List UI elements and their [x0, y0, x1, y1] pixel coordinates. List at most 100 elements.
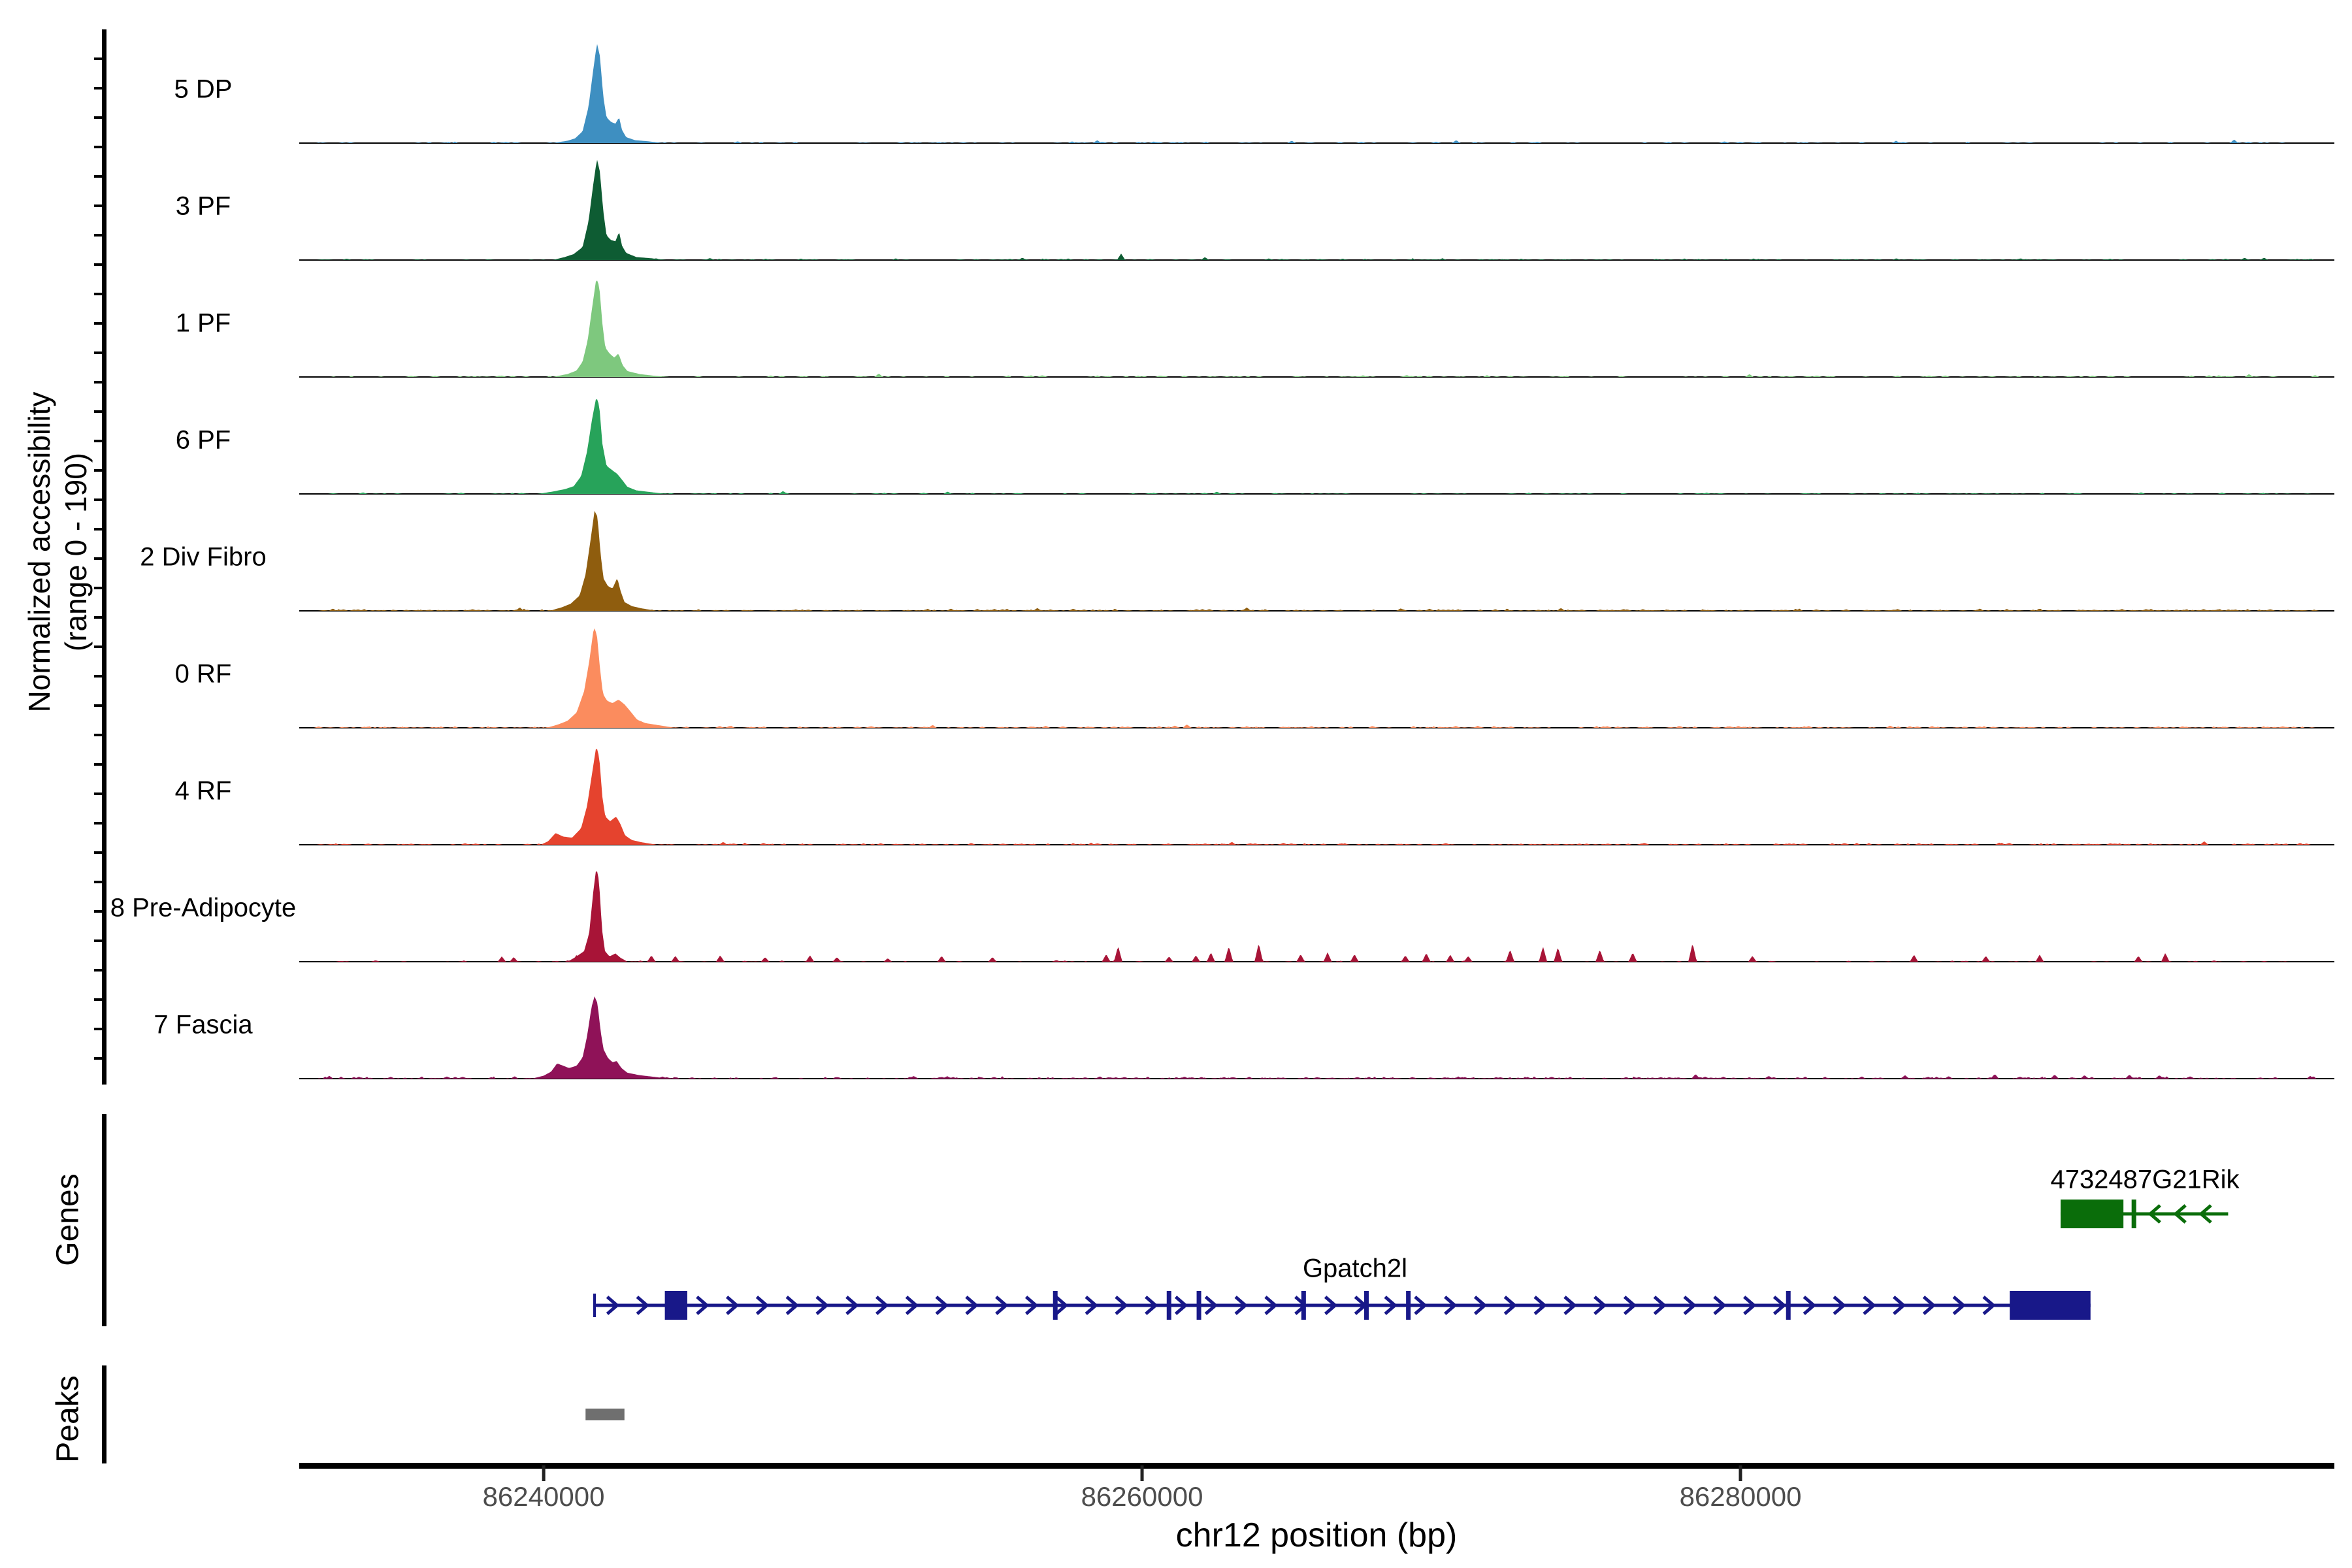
y-axis-tick [94, 234, 105, 237]
y-axis-tick [94, 1057, 105, 1060]
track-label-6-pf: 6 PF [175, 425, 231, 455]
y-axis-tick [94, 528, 105, 531]
y-axis-tick [94, 116, 105, 119]
genes-section-label: Genes [50, 1173, 86, 1266]
y-axis-line [102, 29, 106, 1085]
x-axis-title: chr12 position (bp) [1175, 1516, 1458, 1554]
gene-strand-chevron [1384, 1296, 1397, 1315]
x-axis-tick [542, 1465, 546, 1481]
gene-strand-chevron [1085, 1296, 1099, 1315]
gene-strand-chevron [845, 1296, 859, 1315]
gene-strand-chevron [905, 1296, 919, 1315]
track-signal-3 [299, 399, 2334, 494]
gene-exon-thin [1301, 1291, 1306, 1320]
track-signal-8 [299, 996, 2334, 1079]
track-label-5-dp: 5 DP [174, 74, 233, 104]
y-axis-tick [94, 734, 105, 736]
gene-strand-chevron [1444, 1296, 1458, 1315]
gene-exon-thick [2060, 1200, 2124, 1228]
x-axis-line [299, 1463, 2334, 1469]
y-axis-tick [94, 263, 105, 266]
y-axis-tick [94, 322, 105, 325]
y-axis-tick [94, 557, 105, 560]
y-axis-tick [94, 87, 105, 90]
y-axis-tick [94, 910, 105, 913]
track-label-0-rf: 0 RF [174, 659, 232, 689]
y-axis-tick [94, 792, 105, 795]
gene-strand-chevron [1324, 1296, 1338, 1315]
y-axis-label-line1: Normalized accessibility [22, 391, 56, 713]
peaks-section-label: Peaks [50, 1375, 86, 1463]
gene-exon-thin [1196, 1291, 1201, 1320]
gene-strand-chevron [2198, 1204, 2212, 1224]
gene-strand-chevron [2148, 1204, 2161, 1224]
y-axis-tick [94, 881, 105, 883]
x-axis-tick [1739, 1465, 1742, 1481]
gene-label-4732487g21rik: 4732487G21Rik [2050, 1165, 2240, 1194]
y-axis-tick [94, 57, 105, 60]
y-axis-tick [94, 645, 105, 648]
y-axis-tick [94, 293, 105, 295]
gene-exon-thin [2131, 1200, 2136, 1228]
gene-strand-chevron [726, 1296, 740, 1315]
track-signal-1 [299, 159, 2334, 260]
y-axis-tick [94, 469, 105, 472]
gene-strand-chevron [1174, 1296, 1188, 1315]
y-axis-tick [94, 498, 105, 501]
y-axis-tick [94, 851, 105, 854]
gene-strand-chevron [1503, 1296, 1518, 1315]
genes-bracket-line [102, 1114, 106, 1326]
gene-strand-chevron [785, 1296, 800, 1315]
y-axis-tick [94, 616, 105, 619]
gene-strand-chevron [1803, 1296, 1817, 1315]
y-axis-tick [94, 204, 105, 207]
gene-exon-thick [2010, 1291, 2091, 1320]
y-axis-tick [94, 587, 105, 589]
gene-strand-chevron [1533, 1296, 1547, 1315]
gene-strand-chevron [1115, 1296, 1128, 1315]
y-axis-tick [94, 175, 105, 178]
gene-strand-chevron [1893, 1296, 1906, 1315]
gene-strand-chevron [1713, 1296, 1727, 1315]
gene-strand-chevron [1414, 1296, 1428, 1315]
y-axis-tick [94, 381, 105, 384]
y-axis-tick [94, 1028, 105, 1030]
gene-strand-chevron [1473, 1296, 1488, 1315]
gene-strand-chevron [636, 1296, 650, 1315]
track-label-2-div-fibro: 2 Div Fibro [140, 542, 267, 572]
track-label-4-rf: 4 RF [174, 776, 232, 806]
gene-strand-chevron [1833, 1296, 1846, 1315]
track-signal-6 [299, 749, 2334, 845]
y-axis-label-line2: (range 0 - 190) [59, 452, 93, 652]
gene-line [2060, 1212, 2229, 1216]
gene-strand-chevron [1982, 1296, 1996, 1315]
track-signal-0 [299, 44, 2334, 143]
x-axis-tick [1140, 1465, 1144, 1481]
gene-label-gpatch2l: Gpatch2l [1302, 1254, 1408, 1283]
y-axis-tick [94, 410, 105, 413]
y-axis-tick [94, 704, 105, 707]
gene-strand-chevron [1863, 1296, 1876, 1315]
peak-region [585, 1409, 625, 1420]
track-signal-7 [299, 871, 2334, 962]
track-signal-5 [299, 628, 2334, 728]
gene-strand-chevron [965, 1296, 979, 1315]
track-label-1-pf: 1 PF [175, 308, 231, 338]
y-axis-tick [94, 440, 105, 442]
gene-strand-chevron [875, 1296, 889, 1315]
gene-strand-chevron [1623, 1296, 1637, 1315]
gene-strand-chevron [1653, 1296, 1667, 1315]
y-axis-tick [94, 998, 105, 1001]
track-signal-2 [299, 280, 2334, 377]
gene-strand-chevron [1145, 1296, 1158, 1315]
gene-strand-chevron [1683, 1296, 1697, 1315]
track-label-3-pf: 3 PF [175, 191, 231, 221]
gene-strand-chevron [1593, 1296, 1607, 1315]
gene-exon-thin [1364, 1291, 1369, 1320]
gene-strand-chevron [696, 1296, 710, 1315]
gene-strand-chevron [1024, 1296, 1039, 1315]
gene-strand-chevron [995, 1296, 1009, 1315]
y-axis-tick [94, 351, 105, 354]
y-axis-tick [94, 146, 105, 148]
